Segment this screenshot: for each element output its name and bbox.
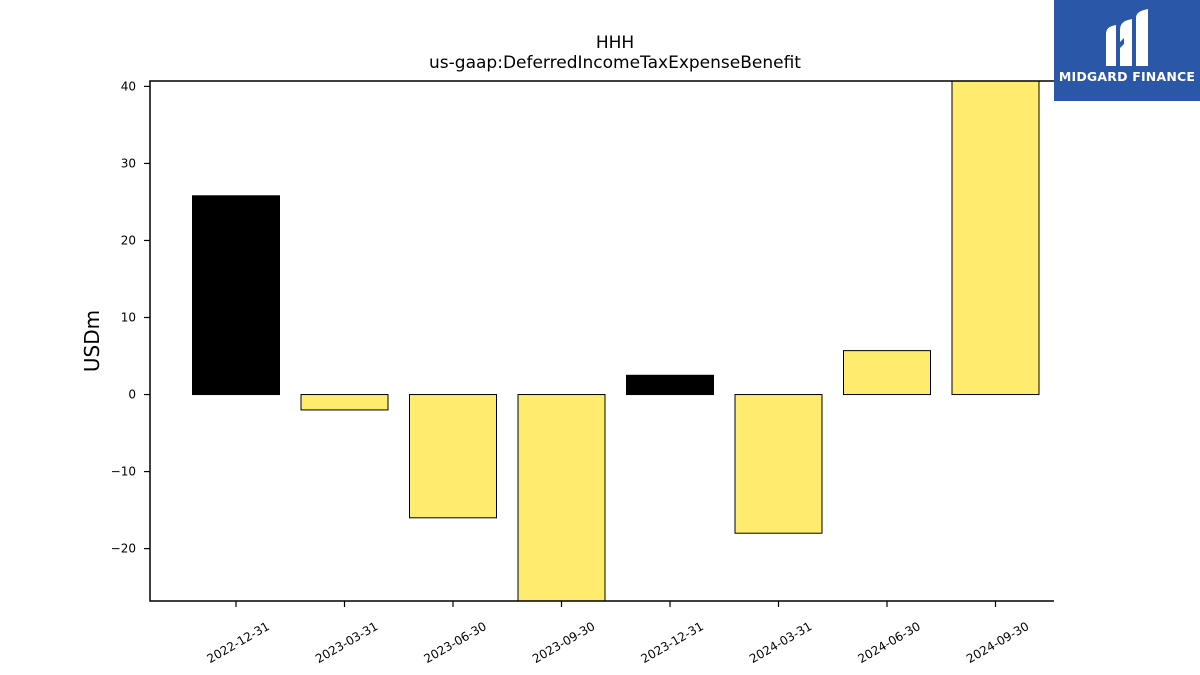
y-axis: −20 −10 0 10 20 30 40 (111, 79, 150, 556)
y-tick-label: −10 (111, 465, 136, 479)
y-tick-label: 10 (121, 311, 136, 325)
y-axis-label: USDm (80, 310, 104, 372)
bar-2022-12-31 (192, 195, 280, 396)
bar-2023-12-31 (626, 374, 714, 396)
y-tick-label: 20 (121, 233, 136, 247)
chart-subtitle: us-gaap:DeferredIncomeTaxExpenseBenefit (429, 53, 801, 73)
chart-title: HHH (596, 33, 634, 53)
bar-chart: HHH us-gaap:DeferredIncomeTaxExpenseBene… (80, 33, 1054, 666)
bar-2023-03-31 (300, 394, 389, 411)
bar-2023-09-30 (517, 394, 606, 602)
brand-logo-panel: MIDGARD FINANCE (1054, 0, 1200, 101)
midgard-logo-icon (1106, 9, 1148, 66)
bars-group (192, 80, 1040, 602)
bar-2024-06-30 (843, 350, 931, 396)
x-axis: 2022-12-31 2023-03-31 2023-06-30 2023-09-30… (204, 601, 1031, 666)
x-tick-label: 2024-09-30 (964, 619, 1031, 666)
x-tick-label: 2024-03-31 (747, 619, 814, 666)
y-tick-label: 30 (121, 156, 136, 170)
x-tick-label: 2023-06-30 (421, 619, 488, 666)
x-tick-label: 2023-03-31 (313, 619, 380, 666)
bar-2023-06-30 (409, 394, 497, 519)
brand-name: MIDGARD FINANCE (1058, 69, 1196, 84)
y-tick-label: 0 (128, 388, 136, 402)
y-tick-label: 40 (121, 79, 136, 93)
x-tick-label: 2023-09-30 (530, 619, 597, 666)
bar-2024-03-31 (734, 394, 823, 534)
x-tick-label: 2022-12-31 (204, 619, 271, 666)
bar-2024-09-30 (951, 80, 1040, 396)
x-tick-label: 2023-12-31 (638, 619, 705, 666)
plot-frame (149, 80, 1054, 602)
x-tick-label: 2024-06-30 (855, 619, 922, 666)
y-tick-label: −20 (111, 542, 136, 556)
